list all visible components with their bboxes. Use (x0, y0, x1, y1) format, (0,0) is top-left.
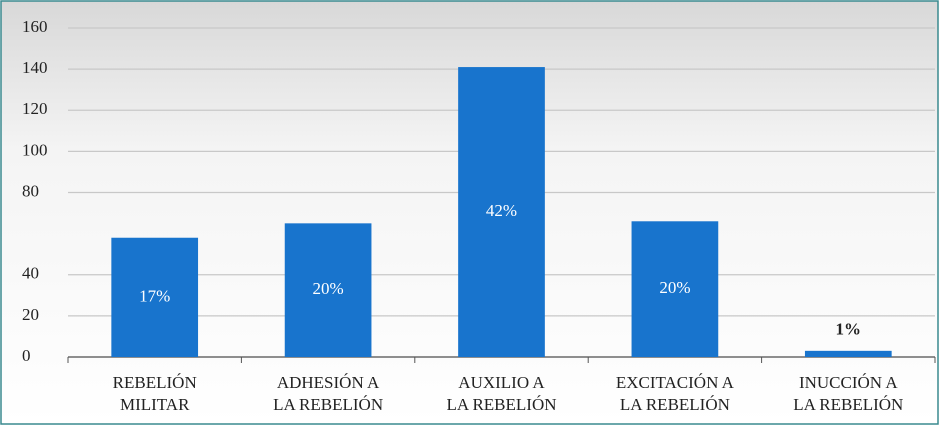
x-tick-label: AUXILIO A (458, 373, 545, 392)
data-label: 17% (139, 286, 170, 305)
y-tick-label: 0 (22, 346, 31, 365)
x-tick-label: INUCCIÓN A (799, 373, 898, 392)
x-tick-label: LA REBELIÓN (273, 395, 383, 414)
x-tick-label: ADHESIÓN A (277, 373, 380, 392)
x-tick-label: LA REBELIÓN (446, 395, 556, 414)
y-tick-label: 120 (22, 99, 48, 118)
y-tick-label: 40 (22, 264, 39, 283)
x-tick-label: LA REBELIÓN (620, 395, 730, 414)
y-tick-label: 20 (22, 305, 39, 324)
x-tick-label: LA REBELIÓN (793, 395, 903, 414)
bar (804, 350, 892, 357)
x-tick-label: EXCITACIÓN A (616, 373, 735, 392)
y-tick-label: 80 (22, 181, 39, 200)
y-tick-label: 100 (22, 140, 48, 159)
data-label: 1% (836, 320, 862, 339)
x-tick-label: REBELIÓN (113, 373, 197, 392)
data-label: 20% (659, 278, 690, 297)
x-tick-label: MILITAR (120, 395, 190, 414)
data-label: 42% (486, 201, 517, 220)
bar (284, 223, 372, 357)
bar (631, 221, 719, 357)
bar (458, 67, 545, 357)
y-tick-label: 160 (22, 17, 48, 36)
data-label: 20% (313, 279, 344, 298)
bar (111, 237, 199, 357)
y-tick-label: 140 (22, 58, 48, 77)
